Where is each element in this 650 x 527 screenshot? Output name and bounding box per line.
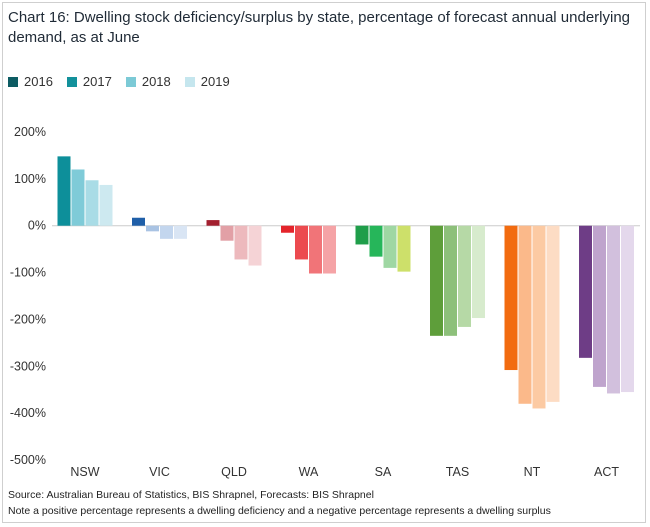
footnote: Note a positive percentage represents a … bbox=[8, 505, 551, 517]
bar-wa-2018 bbox=[309, 225, 322, 274]
legend-item-2018: 2018 bbox=[125, 74, 171, 89]
bar-qld-2019 bbox=[248, 225, 262, 266]
bar-qld-2018 bbox=[234, 225, 248, 260]
bar-nsw-2016 bbox=[57, 156, 71, 226]
bar-nt-2019 bbox=[546, 225, 560, 402]
bar-nsw-extra bbox=[99, 184, 113, 226]
y-tick-label: 200% bbox=[14, 125, 46, 139]
x-tick-label-wa: WA bbox=[299, 465, 319, 479]
legend-swatch-2016 bbox=[8, 76, 18, 87]
bars bbox=[57, 156, 634, 409]
bar-wa-2016 bbox=[281, 225, 294, 233]
bar-wa-2019 bbox=[323, 225, 336, 274]
y-axis-ticks: 200% 100% 0% -100% -200% -300% -400% -500% bbox=[10, 125, 46, 467]
bar-vic-2017 bbox=[146, 225, 159, 232]
bar-sa-2019 bbox=[397, 225, 411, 272]
bar-act-2016 bbox=[579, 225, 592, 358]
y-tick-label: -300% bbox=[10, 359, 46, 373]
bar-wa-2017 bbox=[295, 225, 308, 260]
x-tick-label-nsw: NSW bbox=[70, 465, 99, 479]
bar-nt-2016 bbox=[504, 225, 518, 371]
bar-tas-2019 bbox=[472, 225, 485, 319]
bar-act-2017 bbox=[593, 225, 606, 387]
bar-sa-2016 bbox=[355, 225, 369, 245]
legend-swatch-2017 bbox=[66, 76, 77, 87]
bar-tas-2016 bbox=[430, 225, 443, 336]
legend-swatch-2019 bbox=[184, 76, 195, 87]
bar-vic-2016 bbox=[132, 217, 145, 226]
y-tick-label: -400% bbox=[10, 406, 46, 420]
y-tick-label: 100% bbox=[14, 172, 46, 186]
y-tick-label: -200% bbox=[10, 312, 46, 326]
legend-label-2018: 2018 bbox=[141, 74, 171, 89]
chart-title: Chart 16: Dwelling stock deficiency/surp… bbox=[8, 9, 631, 46]
legend-item-2017: 2017 bbox=[66, 74, 112, 89]
legend-label-2019: 2019 bbox=[200, 74, 230, 89]
x-axis-ticks: NSW VIC QLD WA SA TAS NT ACT bbox=[70, 465, 619, 479]
x-tick-label-act: ACT bbox=[594, 465, 619, 479]
legend-label-2017: 2017 bbox=[82, 74, 112, 89]
bar-vic-2019 bbox=[174, 225, 187, 239]
legend: 2016 2017 2018 2019 bbox=[8, 74, 230, 89]
bar-nt-2017 bbox=[518, 225, 532, 404]
bar-qld-2017 bbox=[220, 225, 234, 241]
bar-tas-2018 bbox=[458, 225, 471, 327]
x-tick-label-sa: SA bbox=[375, 465, 392, 479]
bar-nsw-2018 bbox=[71, 169, 85, 226]
legend-label-2016: 2016 bbox=[24, 74, 53, 89]
x-tick-label-qld: QLD bbox=[221, 465, 247, 479]
bar-sa-2017 bbox=[369, 225, 383, 257]
y-tick-label: -500% bbox=[10, 453, 46, 467]
legend-swatch-2018 bbox=[125, 76, 136, 87]
legend-item-2016: 2016 bbox=[8, 74, 53, 89]
bar-nsw-2019 bbox=[85, 180, 99, 226]
bar-vic-2018 bbox=[160, 225, 173, 239]
bar-qld-2016 bbox=[206, 220, 220, 226]
bar-tas-2017 bbox=[444, 225, 457, 336]
x-tick-label-vic: VIC bbox=[149, 465, 170, 479]
x-tick-label-tas: TAS bbox=[446, 465, 469, 479]
bar-act-2018 bbox=[607, 225, 620, 394]
bar-sa-2018 bbox=[383, 225, 397, 268]
x-tick-label-nt: NT bbox=[524, 465, 541, 479]
source-note: Source: Australian Bureau of Statistics,… bbox=[8, 489, 374, 501]
bar-act-2019 bbox=[621, 225, 634, 393]
y-tick-label: 0% bbox=[28, 219, 46, 233]
legend-item-2019: 2019 bbox=[184, 74, 230, 89]
y-tick-label: -100% bbox=[10, 266, 46, 280]
bar-nt-2018 bbox=[532, 225, 546, 409]
chart-frame bbox=[2, 2, 646, 523]
